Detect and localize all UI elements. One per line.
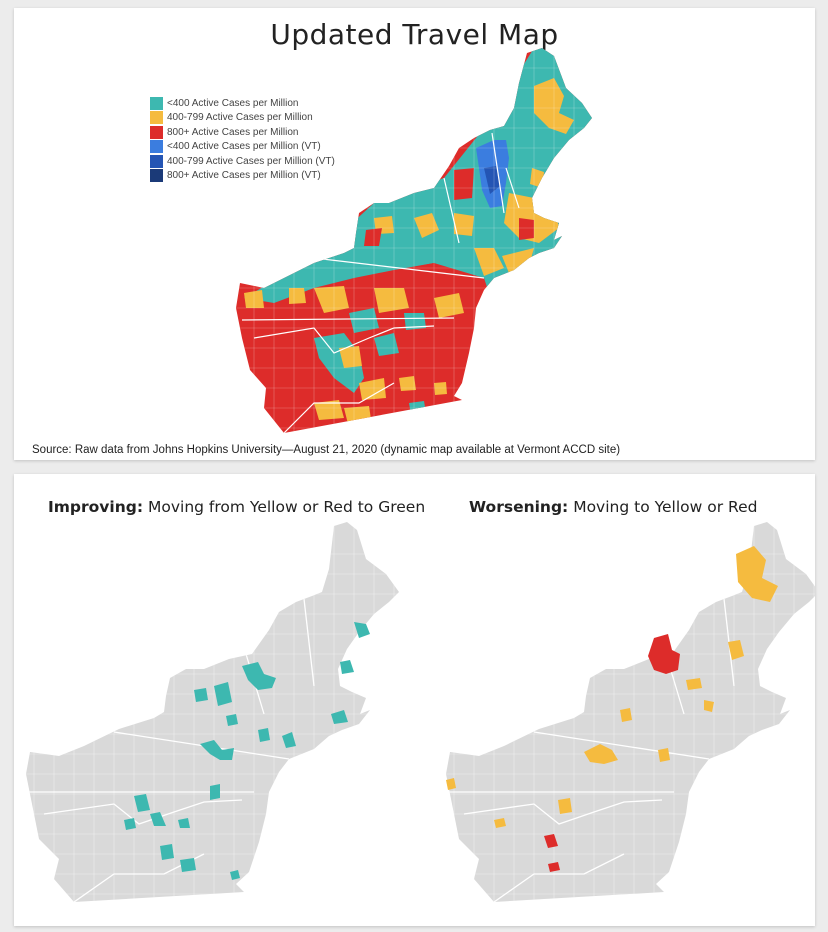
legend-label: 400-799 Active Cases per Million: [167, 112, 313, 124]
legend-item: 400-799 Active Cases per Million: [150, 111, 335, 126]
legend-item: 800+ Active Cases per Million: [150, 125, 335, 140]
legend-swatch: [150, 96, 163, 110]
worsening-heading-text: Moving to Yellow or Red: [568, 498, 758, 516]
legend-label: <400 Active Cases per Million: [167, 97, 299, 109]
map-legend: <400 Active Cases per Million 400-799 Ac…: [150, 96, 335, 183]
updated-travel-map-panel: Updated Travel Map: [14, 8, 815, 460]
legend-swatch: [150, 169, 163, 183]
legend-item: <400 Active Cases per Million (VT): [150, 140, 335, 155]
comparison-maps: [26, 522, 815, 902]
improving-heading-text: Moving from Yellow or Red to Green: [143, 498, 426, 516]
legend-swatch: [150, 125, 163, 139]
improving-heading-bold: Improving:: [48, 498, 144, 516]
worsening-map: [446, 522, 815, 902]
legend-swatch: [150, 154, 163, 168]
change-comparison-panel: Improving: Moving from Yellow or Red to …: [14, 474, 815, 926]
improving-map: [26, 522, 399, 902]
legend-item: 400-799 Active Cases per Million (VT): [150, 154, 335, 169]
improving-heading: Improving: Moving from Yellow or Red to …: [48, 498, 425, 516]
travel-map: [236, 48, 592, 433]
worsening-heading: Worsening: Moving to Yellow or Red: [469, 498, 757, 516]
legend-item: <400 Active Cases per Million: [150, 96, 335, 111]
map-title: Updated Travel Map: [270, 18, 559, 51]
legend-label: 400-799 Active Cases per Million (VT): [167, 155, 335, 167]
worsening-heading-bold: Worsening:: [469, 498, 569, 516]
legend-swatch: [150, 140, 163, 154]
legend-label: 800+ Active Cases per Million (VT): [167, 170, 321, 182]
source-note: Source: Raw data from Johns Hopkins Univ…: [32, 444, 621, 456]
legend-label: 800+ Active Cases per Million: [167, 126, 299, 138]
legend-swatch: [150, 111, 163, 125]
legend-item: 800+ Active Cases per Million (VT): [150, 169, 335, 184]
legend-label: <400 Active Cases per Million (VT): [167, 141, 321, 153]
